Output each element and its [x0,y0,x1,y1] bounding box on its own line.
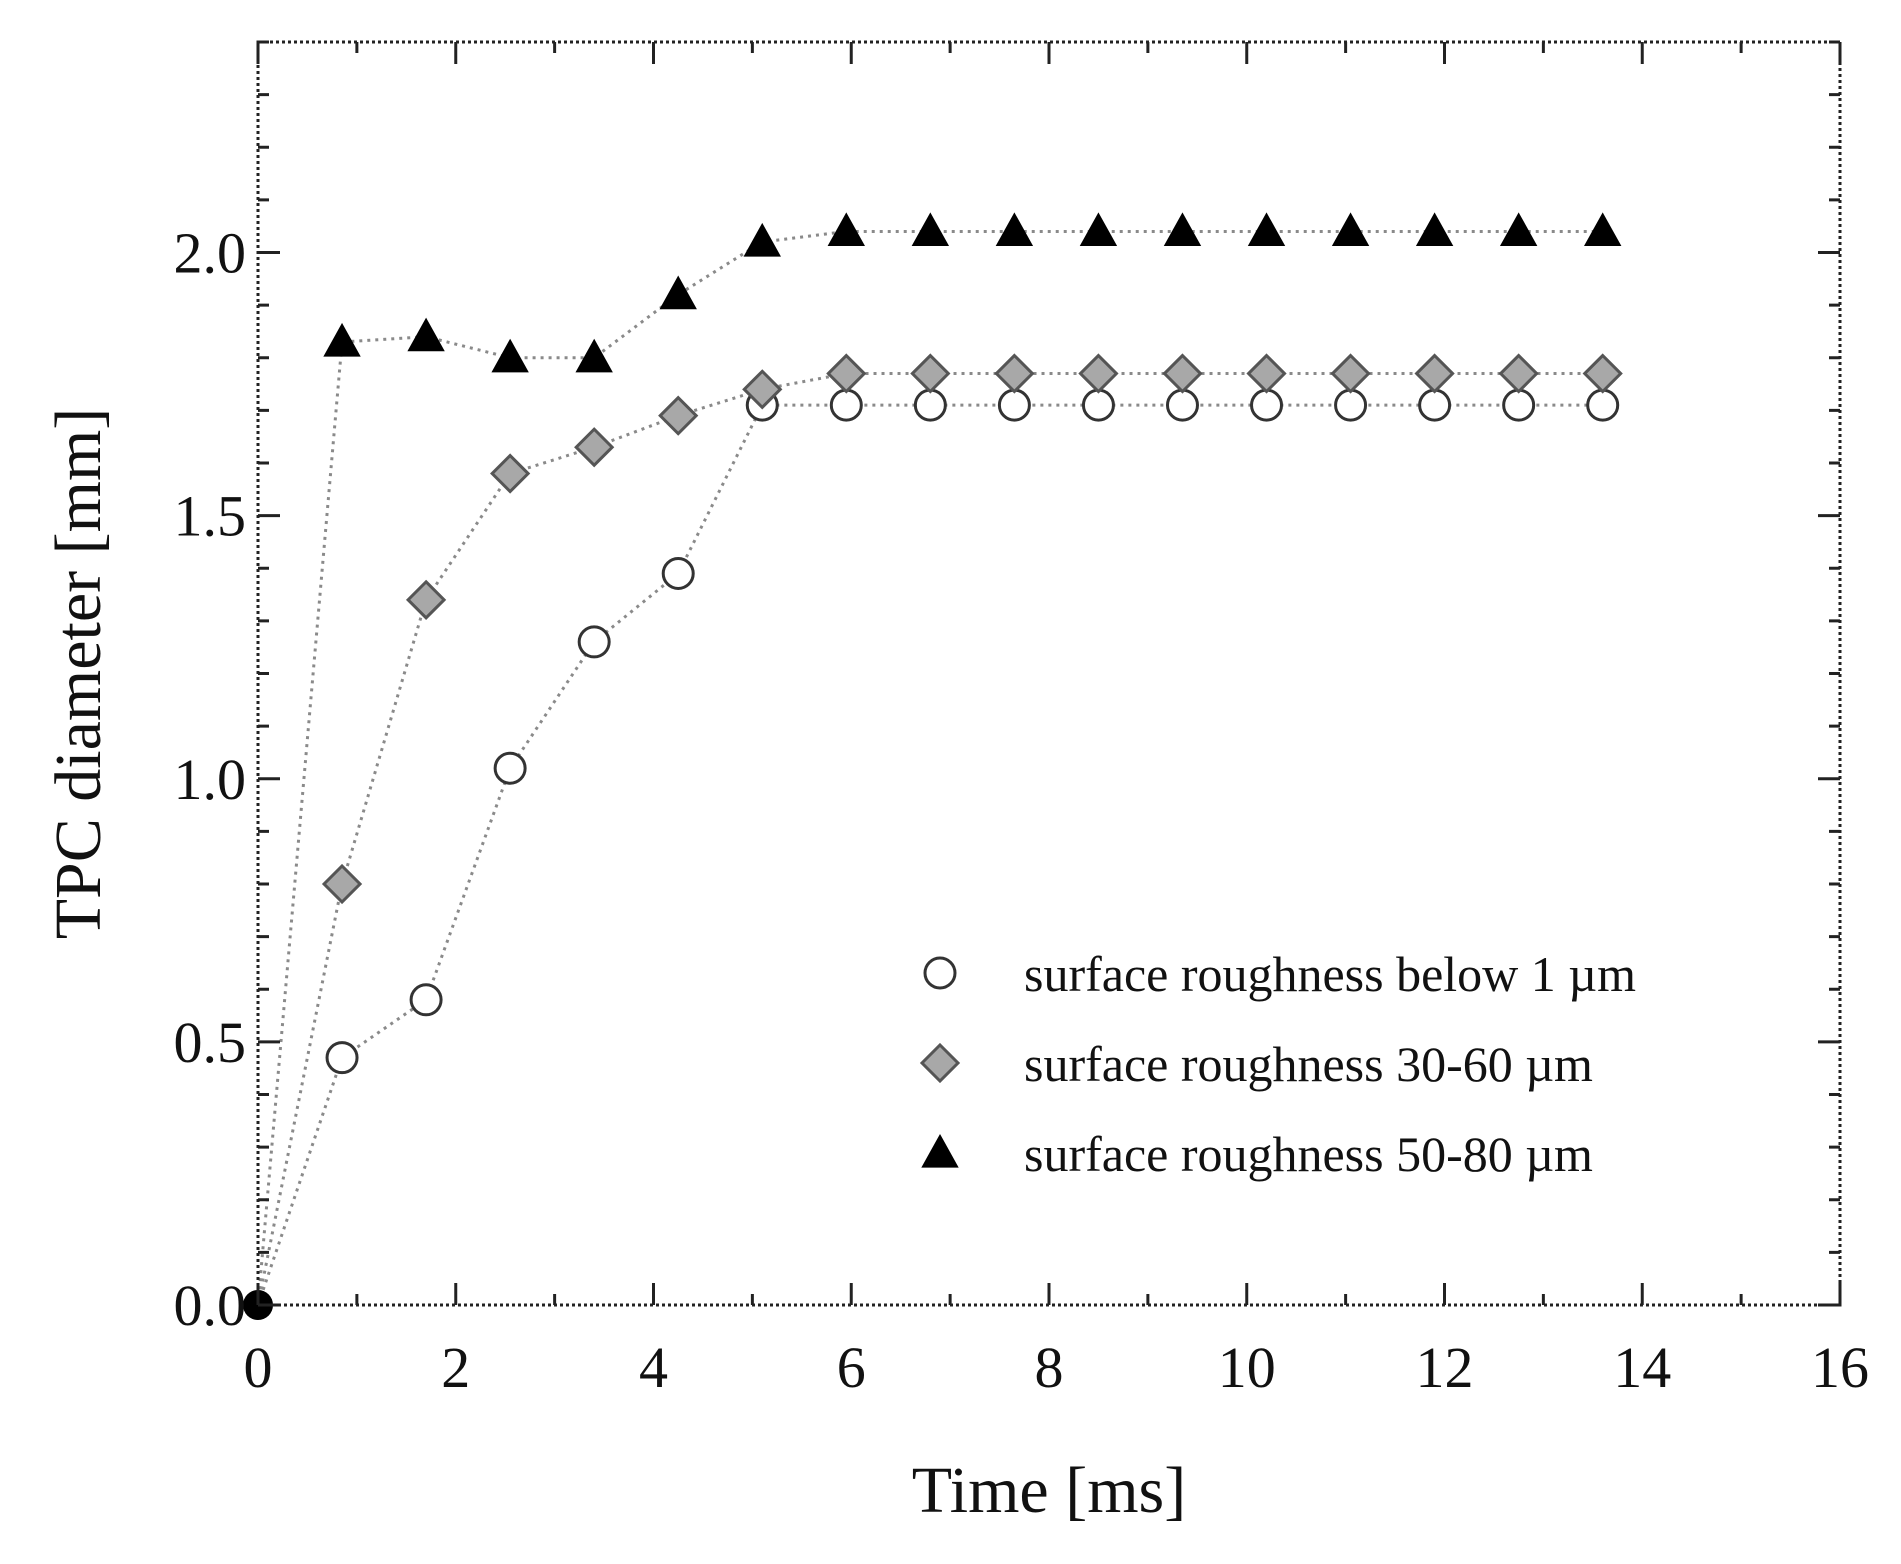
data-point-diamond [1498,353,1539,394]
y-tick-label: 0.0 [174,1273,247,1338]
x-tick-label: 8 [1035,1335,1064,1400]
data-point-circle [1250,388,1284,422]
x-axis-title: Time [ms] [912,1454,1186,1527]
data-point-circle [577,625,611,659]
data-point-diamond [742,369,783,410]
legend-symbol [923,956,957,990]
x-tick-label: 0 [244,1335,273,1400]
y-axis-title: TPC diameter [mm] [42,408,115,940]
data-point-diamond [658,395,699,436]
legend-item-below-1um: surface roughness below 1 µm [923,946,1636,1002]
legend-label: surface roughness 30-60 µm [1024,1036,1593,1092]
data-point-triangle [995,212,1034,247]
x-tick-label: 2 [441,1335,470,1400]
legend-label: surface roughness below 1 µm [1024,946,1636,1002]
data-point-circle [325,1041,359,1075]
legend-label: surface roughness 50-80 µm [1024,1126,1593,1182]
axis-ticks [256,40,1842,1307]
data-point-diamond [1330,353,1371,394]
data-point-circle [1165,388,1199,422]
data-point-triangle [575,338,613,373]
x-tick-label: 10 [1218,1335,1276,1400]
data-point-triangle [743,222,781,257]
data-point-circle [913,388,947,422]
x-tick-label: 16 [1811,1335,1869,1400]
legend-item-30-60um: surface roughness 30-60 µm [919,1036,1593,1092]
y-tick-label: 1.0 [174,747,247,812]
legend-symbol [919,1042,961,1084]
data-point-triangle [1079,212,1118,247]
legend-marker-triangle [921,1133,959,1168]
y-tick-label: 0.5 [174,1010,247,1075]
data-point-triangle [1584,212,1622,247]
data-point-triangle [1415,212,1454,247]
data-point-circle [1502,388,1536,422]
data-point-circle [1586,388,1620,422]
data-point-circle [409,983,443,1017]
data-point-diamond [994,353,1035,394]
legend-marker-diamond [919,1042,961,1084]
data-point-triangle [407,317,445,352]
data-point-diamond [1582,353,1623,394]
data-point-diamond [826,353,867,394]
x-tick-label: 6 [837,1335,866,1400]
x-tick-label: 12 [1416,1335,1474,1400]
y-tick-label: 2.0 [174,221,247,286]
data-point-diamond [1246,353,1287,394]
y-tick-label: 1.5 [174,484,247,549]
data-point-triangle [911,212,950,247]
data-point-circle [829,388,863,422]
data-point-triangle [827,212,866,247]
x-tick-label: 4 [639,1335,668,1400]
y-tick-labels: 0.0 0.5 1.0 1.5 2.0 [174,221,247,1339]
data-point-diamond [1078,353,1119,394]
data-point-triangle [659,275,697,310]
data-point-diamond [321,863,363,905]
legend: surface roughness below 1 µm surface rou… [919,946,1636,1182]
data-point-diamond [1162,353,1203,394]
data-point-triangle [491,338,529,373]
data-point-diamond [405,579,447,620]
data-point-triangle [323,322,361,357]
data-point-triangle [1331,212,1370,247]
x-tick-labels: 0 2 4 6 8 10 12 14 16 [244,1335,1870,1400]
data-point-circle [493,751,527,785]
data-point-triangle [1247,212,1286,247]
data-point-circle [1334,388,1368,422]
data-point-circle [661,557,695,591]
data-point-circle [997,388,1031,422]
legend-item-50-80um: surface roughness 50-80 µm [921,1126,1593,1182]
data-point-circle [1418,388,1452,422]
data-point-diamond [1414,353,1455,394]
data-point-diamond [490,453,531,494]
x-tick-label: 14 [1613,1335,1671,1400]
series-markers [243,212,1623,1320]
data-point-circle [1081,388,1115,422]
data-point-diamond [574,427,615,468]
legend-symbol [921,1133,959,1168]
data-point-triangle [1163,212,1202,247]
data-point-triangle [1499,212,1538,247]
legend-marker-circle [923,956,957,990]
data-point-diamond [910,353,951,394]
